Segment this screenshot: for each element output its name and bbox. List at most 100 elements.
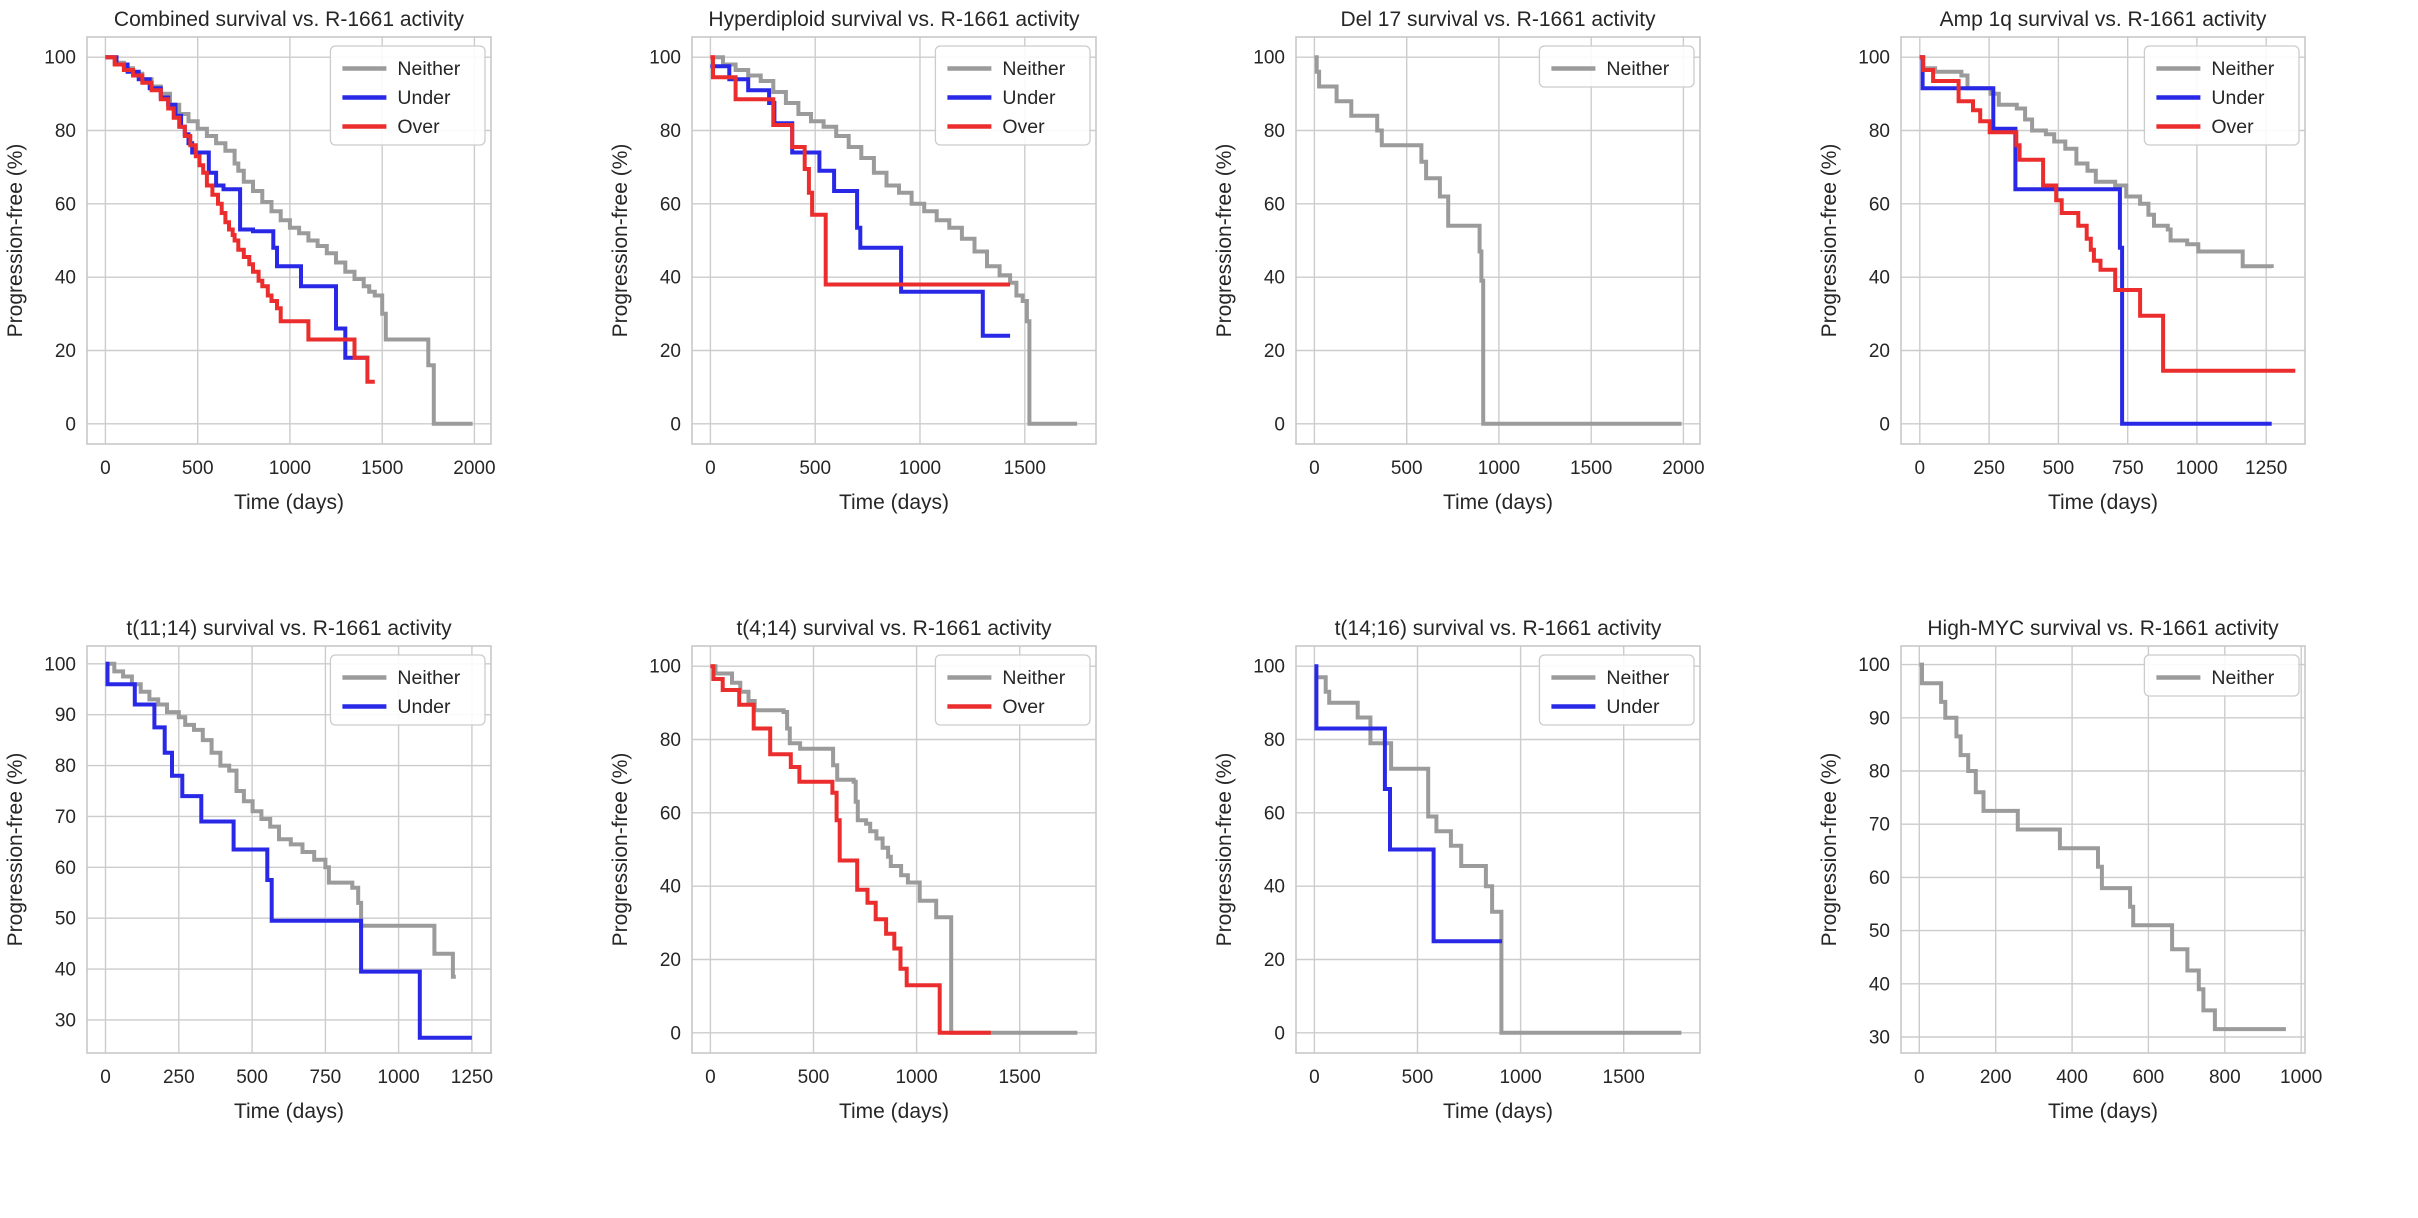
x-tick-label: 500 [2042,458,2074,479]
y-tick-label: 80 [1264,121,1285,142]
y-tick-label: 40 [1868,974,1889,995]
y-tick-label: 60 [659,803,680,824]
axes-spines [1899,36,2306,445]
x-tick-label: 400 [2056,1067,2088,1088]
plot-area [1900,646,2305,1053]
y-tick-label: 90 [55,705,76,726]
x-tick-label: 500 [799,458,831,479]
x-tick-label: 0 [1914,1067,1925,1088]
y-axis-label: Progression-free (%) [609,753,632,947]
subplot-t14-16: 0 500 1000 1500 0 20 40 60 80 100 t(14;16) surviva… [1209,609,1814,1218]
x-tick-label: 0 [1309,458,1320,479]
subplot-amp1q: 0 250 500 750 1000 1250 0 20 40 60 80 100 Amp 1q sur… [1814,0,2418,609]
legend-label-under: Under [1606,696,1660,718]
legend-label-neither: Neither [2211,58,2274,80]
legend-label-under: Under [397,87,451,109]
y-tick-label: 80 [1868,121,1889,142]
legend-label-neither: Neither [1002,667,1065,689]
x-tick-label: 1000 [1499,1067,1541,1088]
y-tick-label: 40 [55,268,76,289]
x-tick-label: 1000 [2175,458,2217,479]
subplot-high-myc: 0 200 400 600 800 1000 30 40 50 60 70 80 90 100 High-M… [1814,609,2418,1218]
legend: Neither Under [1538,654,1695,726]
y-tick-label: 40 [1264,268,1285,289]
y-axis-label: Progression-free (%) [4,753,27,947]
y-tick-label: 20 [659,341,680,362]
x-tick-label: 0 [1309,1067,1320,1088]
over-series-line [709,55,1010,287]
y-tick-label: 80 [659,730,680,751]
subplot-hyperdiploid: 0 500 1000 1500 0 20 40 60 80 100 Hyperdiploid sur… [605,0,1210,609]
neither-series-line [1314,55,1682,426]
neither-series-line [105,661,456,979]
under-series-line [1919,55,2272,426]
x-tick-label: 1000 [895,1067,937,1088]
under-series-line [1314,664,1502,944]
y-tick-label: 90 [1868,708,1889,729]
plot-area [1296,37,1700,444]
y-tick-label: 30 [55,1010,76,1031]
legend-label-under: Under [1002,87,1056,109]
x-tick-label: 1500 [1570,458,1612,479]
y-tick-label: 80 [55,756,76,777]
x-tick-label: 500 [182,458,214,479]
x-axis-label: Time (days) [838,1100,948,1123]
x-tick-label: 1500 [1603,1067,1645,1088]
x-axis-label: Time (days) [234,491,344,514]
y-tick-label: 40 [659,268,680,289]
legend: Neither Under Over [934,45,1091,146]
legend-box [1538,45,1695,88]
legend-label-over: Over [1002,696,1045,718]
legend: Neither Under Over [2143,45,2300,146]
over-series-line [1919,55,2295,373]
x-tick-label: 500 [236,1067,268,1088]
y-tick-label: 100 [1858,655,1890,676]
x-tick-label: 0 [1914,458,1925,479]
legend-label-under: Under [2211,87,2265,109]
y-tick-label: 40 [1264,877,1285,898]
neither-series-line [1314,675,1682,1035]
legend: Neither [1538,45,1695,88]
subplot-del17: 0 500 1000 1500 2000 0 20 40 60 80 100 Del 17 survi… [1209,0,1814,609]
x-tick-label: 1500 [998,1067,1040,1088]
y-tick-label: 50 [1868,921,1889,942]
x-axis-label: Time (days) [1443,1100,1553,1123]
y-tick-label: 60 [55,858,76,879]
chart-title: Combined survival vs. R-1661 activity [114,8,465,31]
y-tick-label: 40 [55,960,76,981]
neither-series-line [709,664,1077,1035]
y-tick-label: 100 [1253,48,1285,69]
x-axis-label: Time (days) [838,491,948,514]
legend-label-under: Under [397,696,451,718]
chart-title: Del 17 survival vs. R-1661 activity [1340,8,1656,31]
x-tick-label: 0 [100,458,111,479]
chart-title: t(11;14) survival vs. R-1661 activity [126,617,452,640]
legend-label-neither: Neither [1606,667,1669,689]
y-tick-label: 70 [55,807,76,828]
chart-title: t(14;16) survival vs. R-1661 activity [1335,617,1662,640]
y-tick-label: 80 [1868,762,1889,783]
x-tick-label: 500 [1402,1067,1434,1088]
neither-series-line [709,55,1077,426]
x-tick-label: 750 [2111,458,2143,479]
subplot-combined: 0 500 1000 1500 2000 0 20 40 60 80 100 Combined sur… [0,0,605,609]
legend-label-over: Over [2211,116,2254,138]
legend: Neither Under Over [329,45,486,146]
legend-label-over: Over [1002,116,1045,138]
x-tick-label: 0 [100,1067,111,1088]
y-axis-label: Progression-free (%) [1213,144,1236,338]
x-tick-label: 1000 [1478,458,1520,479]
x-tick-label: 250 [163,1067,195,1088]
y-tick-label: 80 [1264,730,1285,751]
y-tick-label: 0 [1274,414,1285,435]
chart-title: t(4;14) survival vs. R-1661 activity [736,617,1052,640]
x-tick-label: 250 [1973,458,2005,479]
subplot-t11-14: 0 250 500 750 1000 1250 30 40 50 60 70 80 90 100 t(11;… [0,609,605,1218]
y-tick-label: 20 [1868,341,1889,362]
over-series-line [105,55,375,384]
subplot-t4-14: 0 500 1000 1500 0 20 40 60 80 100 t(4;14) survival… [605,609,1210,1218]
x-tick-label: 500 [1391,458,1423,479]
y-tick-label: 30 [1868,1028,1889,1049]
chart-canvas-t4-14: 0 500 1000 1500 0 20 40 60 80 100 t(4;14) survival… [609,617,1097,1123]
chart-title: Amp 1q survival vs. R-1661 activity [1939,8,2266,31]
